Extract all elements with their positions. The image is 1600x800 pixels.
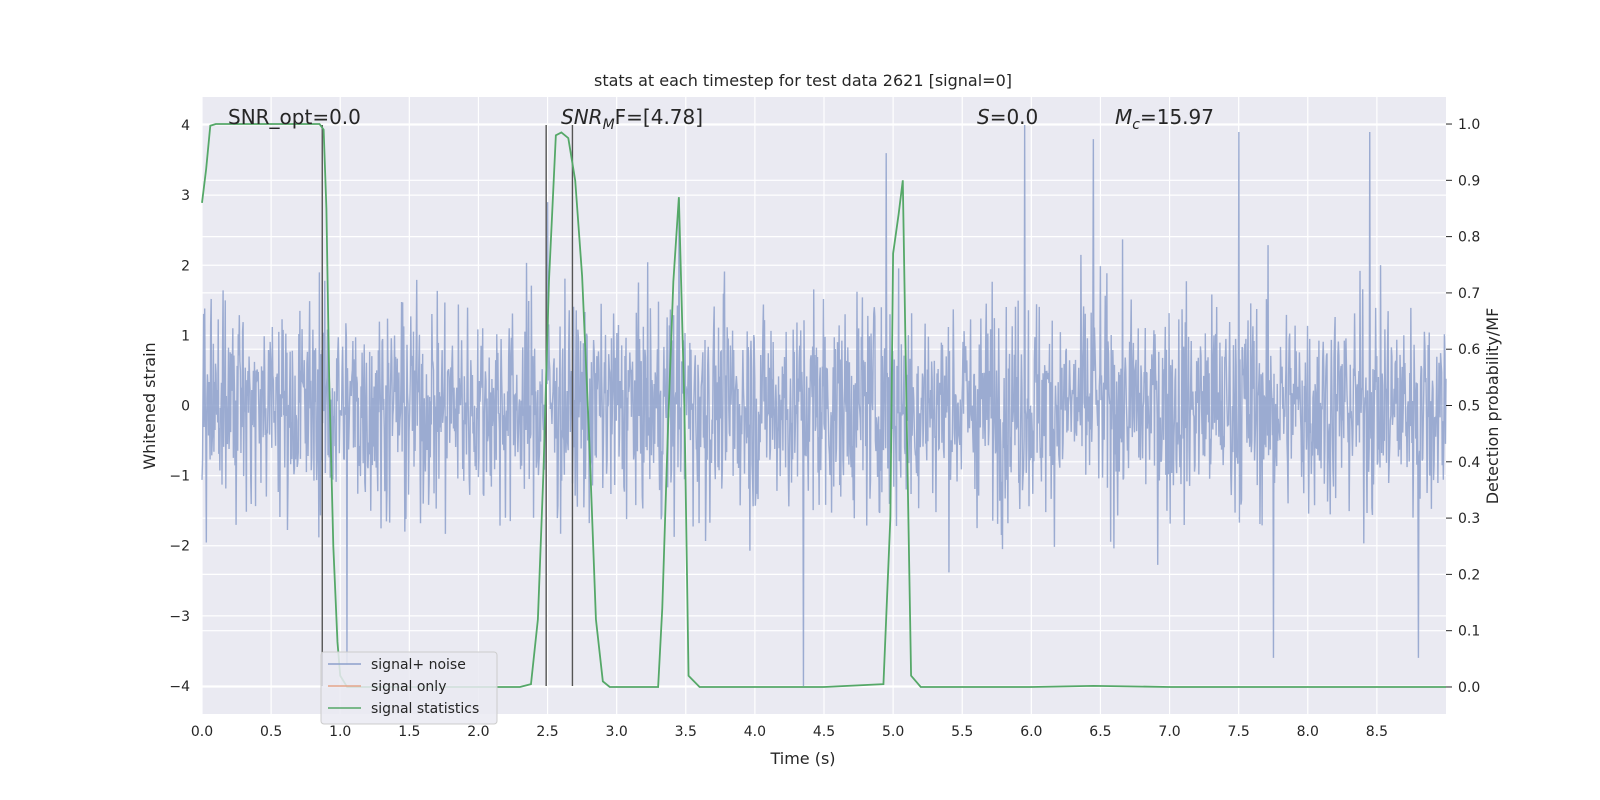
x-tick-label: 0.0: [191, 724, 213, 740]
y-tick-label: −2: [169, 539, 190, 555]
y2-tick-label: 0.7: [1458, 286, 1480, 302]
y-axis-left: −4 −3 −2 −1 0 1 2 3 4: [169, 118, 190, 695]
series-signal-noise: [201, 125, 1447, 686]
legend: signal+ noise signal only signal statist…: [320, 651, 498, 725]
y2-tick-label: 0.9: [1458, 173, 1480, 189]
series-signal-statistics: [201, 123, 1446, 688]
legend-label-signal-statistics: signal statistics: [371, 701, 479, 717]
y-axis-label: Whitened strain: [140, 342, 159, 469]
signal-noise-line: [201, 125, 1447, 686]
legend-label-signal-only: signal only: [371, 679, 446, 695]
annotation-mc: Mc=15.97: [1115, 105, 1214, 133]
x-axis: 0.0 0.5 1.0 1.5 2.0 2.5 3.0 3.5 4.0 4.5 5.0 5.5 6.0 6…: [191, 724, 1388, 740]
x-tick-label: 8.0: [1297, 724, 1319, 740]
x-tick-label: 7.5: [1228, 724, 1250, 740]
y2-tick-label: 0.3: [1458, 511, 1480, 527]
x-tick-label: 5.0: [882, 724, 904, 740]
x-tick-label: 1.0: [329, 724, 351, 740]
x-tick-label: 7.0: [1158, 724, 1180, 740]
snr-mf-prefix: SNR: [561, 105, 603, 129]
annotation-snr-mf: SNRMF=[4.78]: [561, 105, 703, 133]
mc-sub: c: [1132, 117, 1140, 133]
legend-box: [320, 651, 498, 725]
s-value: =0.0: [990, 105, 1039, 129]
x-tick-label: 2.5: [536, 724, 558, 740]
y2-tick-label: 0.4: [1458, 455, 1480, 471]
x-tick-label: 8.5: [1366, 724, 1388, 740]
x-tick-label: 4.5: [813, 724, 835, 740]
mc-value: =15.97: [1140, 105, 1214, 129]
legend-label-signal-noise: signal+ noise: [371, 657, 466, 673]
y-tick-label: 0: [181, 399, 190, 415]
y-tick-label: −1: [169, 469, 190, 485]
y-tick-label: 4: [181, 118, 190, 134]
y-tick-label: −3: [169, 609, 190, 625]
y2-axis-label: Detection probability/MF: [1483, 308, 1502, 505]
y2-tick-label: 1.0: [1458, 117, 1480, 133]
x-tick-label: 5.5: [951, 724, 973, 740]
snr-mf-suffix: F=[4.78]: [615, 105, 703, 129]
x-axis-label: Time (s): [769, 749, 835, 768]
x-tick-label: 3.5: [675, 724, 697, 740]
x-tick-label: 1.5: [398, 724, 420, 740]
y2-tick-label: 0.2: [1458, 567, 1480, 583]
snr-mf-sub: M: [603, 117, 615, 133]
chart-title: stats at each timestep for test data 262…: [594, 71, 1012, 90]
x-tick-label: 0.5: [260, 724, 282, 740]
signal-statistics-line: [201, 123, 1446, 688]
mc-italic: M: [1115, 105, 1132, 129]
x-tick-label: 6.0: [1020, 724, 1042, 740]
y-axis-right: 0.0 0.1 0.2 0.3 0.4 0.5 0.6 0.7 0.8 0.9 1.0: [1446, 117, 1480, 696]
y-tick-label: 1: [181, 328, 190, 344]
s-italic: S: [977, 105, 990, 129]
y-tick-label: 2: [181, 258, 190, 274]
annotation-s: S=0.0: [977, 105, 1038, 129]
x-tick-label: 4.0: [744, 724, 766, 740]
x-tick-label: 3.0: [606, 724, 628, 740]
y2-tick-label: 0.5: [1458, 399, 1480, 415]
x-tick-label: 2.0: [467, 724, 489, 740]
y-tick-label: 3: [181, 188, 190, 204]
annotation-snr-opt: SNR_opt=0.0: [228, 105, 361, 129]
y2-tick-label: 0.0: [1458, 680, 1480, 696]
y2-tick-label: 0.8: [1458, 230, 1480, 246]
y2-tick-label: 0.1: [1458, 624, 1480, 640]
y-tick-label: −4: [169, 679, 190, 695]
y2-tick-label: 0.6: [1458, 342, 1480, 358]
x-tick-label: 6.5: [1089, 724, 1111, 740]
